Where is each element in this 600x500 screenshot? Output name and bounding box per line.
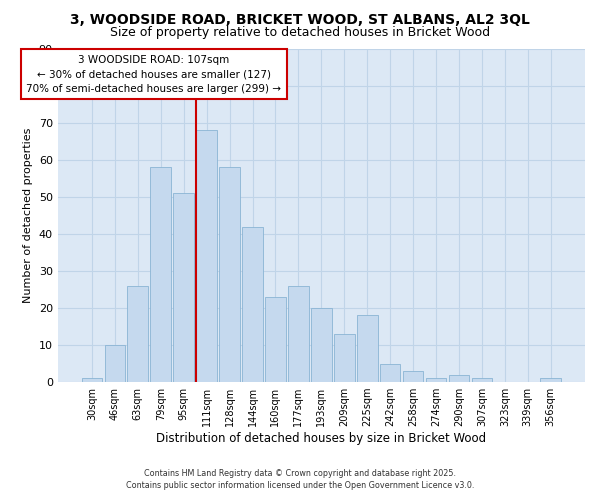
Text: 3 WOODSIDE ROAD: 107sqm
← 30% of detached houses are smaller (127)
70% of semi-d: 3 WOODSIDE ROAD: 107sqm ← 30% of detache… — [26, 54, 281, 94]
Text: Size of property relative to detached houses in Bricket Wood: Size of property relative to detached ho… — [110, 26, 490, 39]
Bar — [311, 308, 332, 382]
Bar — [127, 286, 148, 382]
Bar — [357, 316, 377, 382]
Bar — [288, 286, 309, 382]
Bar — [173, 194, 194, 382]
Y-axis label: Number of detached properties: Number of detached properties — [23, 128, 33, 303]
Bar — [104, 345, 125, 382]
Bar — [425, 378, 446, 382]
X-axis label: Distribution of detached houses by size in Bricket Wood: Distribution of detached houses by size … — [156, 432, 487, 445]
Bar — [242, 226, 263, 382]
Bar — [82, 378, 102, 382]
Bar — [403, 371, 424, 382]
Bar — [472, 378, 492, 382]
Text: 3, WOODSIDE ROAD, BRICKET WOOD, ST ALBANS, AL2 3QL: 3, WOODSIDE ROAD, BRICKET WOOD, ST ALBAN… — [70, 12, 530, 26]
Bar — [219, 168, 240, 382]
Bar — [196, 130, 217, 382]
Bar — [380, 364, 400, 382]
Text: Contains HM Land Registry data © Crown copyright and database right 2025.
Contai: Contains HM Land Registry data © Crown c… — [126, 468, 474, 490]
Bar — [449, 374, 469, 382]
Bar — [265, 297, 286, 382]
Bar — [334, 334, 355, 382]
Bar — [151, 168, 171, 382]
Bar — [541, 378, 561, 382]
